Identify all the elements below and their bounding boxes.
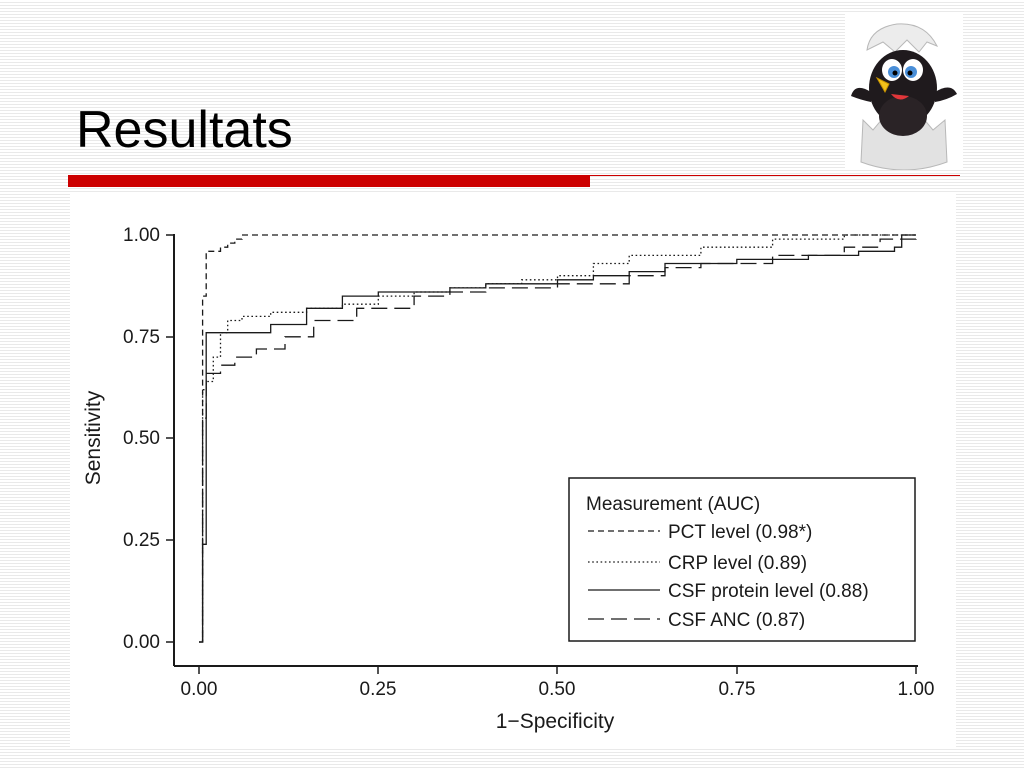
- x-tick-label: 1.00: [898, 679, 935, 700]
- y-ticks: 0.00 0.25 0.50 0.75 1.00: [123, 225, 174, 653]
- slide-title: Resultats: [76, 101, 293, 159]
- roc-line-short-dash: [199, 234, 916, 643]
- mascot-image: [845, 12, 963, 171]
- cartoon-chick-in-eggshell-icon: [851, 23, 957, 171]
- roc-line-dotted: [199, 234, 916, 643]
- chart-panel: 0.00 0.25 0.50 0.75 1.00 0.00 0.25 0.50 …: [70, 192, 956, 748]
- roc-chart: 0.00 0.25 0.50 0.75 1.00 0.00 0.25 0.50 …: [82, 225, 935, 733]
- y-tick-label: 0.25: [123, 530, 160, 551]
- x-tick-label: 0.00: [181, 679, 218, 700]
- legend: Measurement (AUC) PCT level (0.98*) CRP …: [568, 477, 916, 642]
- x-axis-label: 1−Specificity: [496, 710, 615, 733]
- roc-line-solid: [199, 234, 916, 643]
- x-tick-label: 0.50: [539, 679, 576, 700]
- legend-label-pct: PCT level (0.98*): [668, 522, 812, 543]
- plot-lines: [199, 234, 917, 643]
- legend-label-csf-protein: CSF protein level (0.88): [668, 581, 869, 602]
- legend-label-csf-anc: CSF ANC (0.87): [668, 610, 805, 631]
- y-axis-label: Sensitivity: [82, 390, 105, 485]
- legend-box: [568, 477, 916, 642]
- legend-title: Measurement (AUC): [586, 494, 760, 515]
- y-tick-label: 0.50: [123, 428, 160, 449]
- title-underline-bar: [68, 175, 590, 187]
- x-tick-label: 0.25: [360, 679, 397, 700]
- roc-line-long-dash: [199, 235, 917, 643]
- y-tick-label: 0.75: [123, 327, 160, 348]
- y-tick-label: 0.00: [123, 632, 160, 653]
- legend-label-crp: CRP level (0.89): [668, 553, 807, 574]
- x-tick-label: 0.75: [719, 679, 756, 700]
- y-tick-label: 1.00: [123, 225, 160, 246]
- title-underline-rule: [590, 175, 960, 176]
- x-ticks: 0.00 0.25 0.50 0.75 1.00: [181, 666, 935, 700]
